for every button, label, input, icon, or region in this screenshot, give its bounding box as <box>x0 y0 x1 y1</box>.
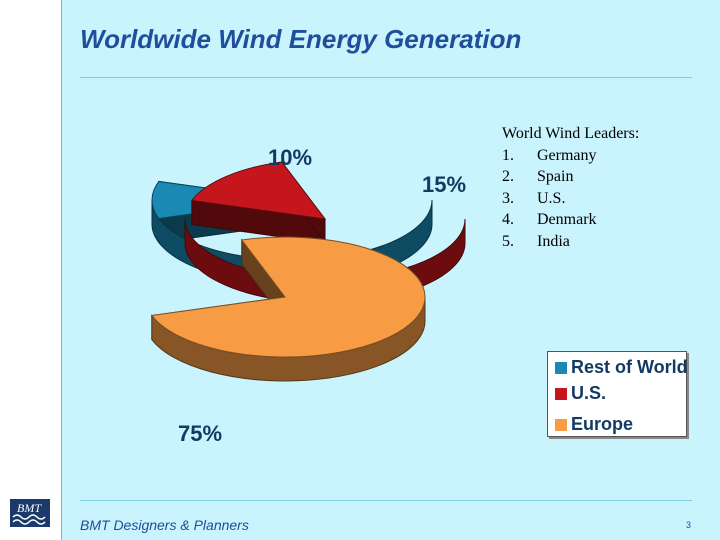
logo-text: BMT <box>17 501 42 515</box>
leader-rank: 5. <box>502 232 514 250</box>
legend-item-rest-of-world: Rest of World <box>555 357 688 378</box>
leader-item: 5. India <box>502 231 639 253</box>
leader-item: 3. U.S. <box>502 188 639 210</box>
leader-rank: 2. <box>502 168 514 185</box>
left-border-line <box>61 0 62 540</box>
leader-item: 2. Spain <box>502 166 639 188</box>
leader-country: Spain <box>537 168 574 185</box>
legend-swatch <box>555 387 567 400</box>
pie-slices <box>150 160 466 382</box>
legend-item-us: U.S. <box>555 383 606 404</box>
title-divider <box>80 77 692 78</box>
footer-divider <box>80 500 692 501</box>
leader-rank: 3. <box>502 189 514 207</box>
leader-country: Denmark <box>537 211 597 228</box>
bmt-logo: BMT <box>10 499 50 527</box>
legend-label: Rest of World <box>571 357 688 377</box>
legend-swatch <box>555 361 567 374</box>
pie-label-rest-of-world: 10% <box>268 145 312 170</box>
legend-swatch <box>555 418 567 431</box>
slide-title: Worldwide Wind Energy Generation <box>80 24 522 54</box>
leader-country: U.S. <box>537 189 566 207</box>
pie-labels: 10% 15% 75% <box>178 145 466 446</box>
legend-label: Europe <box>571 414 634 434</box>
pie-slice-europe <box>150 236 426 382</box>
page-number: 3 <box>686 520 692 530</box>
leader-rank: 4. <box>502 211 514 228</box>
leader-item: 1. Germany <box>502 145 639 167</box>
chart-legend: Rest of World U.S. Europe <box>547 351 688 437</box>
leader-country: India <box>537 232 570 250</box>
legend-item-europe: Europe <box>555 414 633 435</box>
legend-label: U.S. <box>571 383 607 403</box>
pie-label-europe: 75% <box>178 421 222 446</box>
leaders-heading: World Wind Leaders: <box>502 125 640 142</box>
leader-country: Germany <box>537 146 597 164</box>
leader-item: 4. Denmark <box>502 209 639 231</box>
footer-company: BMT Designers & Planners <box>80 517 249 533</box>
pie-label-u-s-: 15% <box>422 172 466 197</box>
leaders-list: World Wind Leaders: 1. Germany 2. Spain 3.… <box>502 123 639 252</box>
leader-rank: 1. <box>502 146 514 164</box>
